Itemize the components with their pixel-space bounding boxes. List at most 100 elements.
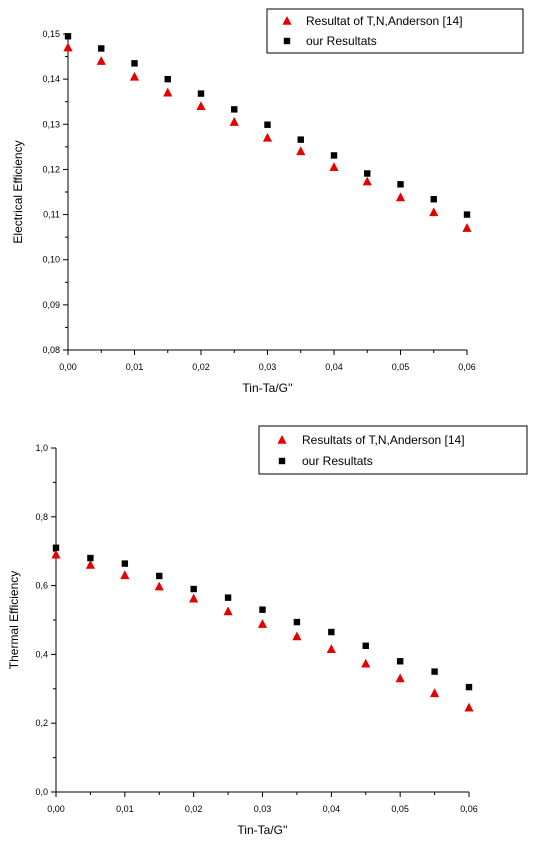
- data-point: [395, 192, 406, 202]
- data-point: [197, 90, 205, 97]
- legend-marker: [282, 16, 292, 25]
- data-point: [361, 658, 371, 668]
- legend-marker: [277, 435, 287, 444]
- x-tick-label: 0,00: [47, 804, 65, 814]
- y-tick-label: 0,2: [35, 718, 48, 728]
- data-point: [120, 570, 130, 580]
- legend-box: [266, 8, 524, 54]
- data-point: [131, 60, 138, 67]
- data-point: [262, 132, 273, 142]
- data-point: [429, 688, 440, 698]
- data-point: [462, 223, 472, 232]
- data-point: [52, 544, 60, 551]
- data-point: [196, 101, 206, 111]
- y-tick-label: 0,4: [35, 649, 48, 659]
- data-point: [156, 572, 163, 580]
- x-axis-label: Tin-Ta/G'': [237, 823, 287, 837]
- data-point: [296, 146, 306, 156]
- data-point: [326, 644, 336, 654]
- legend-label: our Resultats: [302, 454, 373, 468]
- x-tick-label: 0,04: [325, 362, 343, 372]
- y-tick-label: 0,6: [35, 581, 48, 591]
- x-tick-label: 0,00: [59, 362, 77, 372]
- data-point: [223, 606, 233, 616]
- data-point: [292, 631, 302, 641]
- data-point: [396, 658, 404, 665]
- x-tick-label: 0,06: [458, 362, 476, 372]
- x-tick-label: 0,02: [185, 804, 203, 814]
- data-point: [397, 181, 404, 188]
- data-point: [465, 683, 473, 691]
- y-tick-label: 0,14: [42, 74, 60, 84]
- data-point: [231, 106, 238, 113]
- data-point: [328, 628, 335, 636]
- y-tick-label: 1,0: [35, 443, 48, 453]
- data-point: [121, 560, 129, 567]
- x-tick-label: 0,01: [116, 804, 134, 814]
- legend: Resultat of T,N,Anderson [14] our Resulta…: [266, 8, 524, 54]
- x-tick-label: 0,05: [392, 362, 410, 372]
- data-point: [154, 581, 164, 591]
- x-tick-label: 0,01: [126, 362, 144, 372]
- data-point: [259, 606, 266, 613]
- data-point: [464, 702, 474, 712]
- y-tick-label: 0,0: [35, 787, 48, 797]
- legend-label: Resultats of T,N,Anderson [14]: [302, 433, 465, 447]
- y-tick-label: 0,12: [42, 164, 60, 174]
- data-point: [129, 71, 140, 81]
- data-point: [51, 549, 61, 559]
- y-tick-label: 0,13: [42, 119, 60, 129]
- y-axis-label: Thermal Efficiency: [7, 571, 21, 669]
- legend-label: Resultat of T,N,Anderson [14]: [306, 14, 463, 28]
- x-tick-label: 0,03: [254, 804, 272, 814]
- data-point: [64, 33, 72, 40]
- data-point: [163, 87, 173, 97]
- x-tick-label: 0,06: [460, 804, 478, 814]
- y-tick-label: 0,8: [35, 512, 48, 522]
- series-1: [63, 42, 472, 232]
- data-point: [257, 619, 268, 628]
- legend-box: [258, 425, 528, 475]
- chart-2: 0,00 0,01 0,02 0,03 0,04 0,05 0,06 0,0 0,2 0,4 0,6…: [7, 425, 528, 837]
- y-axis-label: Electrical Efficiency: [11, 140, 25, 243]
- legend-label: our Resultats: [306, 34, 377, 48]
- legend-marker: [278, 457, 286, 465]
- x-tick-label: 0,05: [391, 804, 409, 814]
- y-tick-label: 0,10: [42, 255, 60, 265]
- data-point: [189, 593, 199, 603]
- legend-marker: [283, 37, 291, 45]
- data-point: [63, 42, 73, 52]
- data-point: [293, 618, 301, 626]
- data-point: [362, 176, 372, 186]
- data-point: [224, 594, 232, 601]
- data-point: [297, 136, 304, 143]
- data-point: [190, 585, 197, 593]
- data-point: [96, 56, 106, 65]
- data-point: [329, 162, 339, 171]
- data-point: [264, 121, 271, 128]
- data-point: [429, 207, 439, 217]
- y-tick-label: 0,08: [42, 345, 60, 355]
- y-tick-label: 0,11: [43, 210, 60, 220]
- x-axis-label: Tin-Ta/G'': [242, 381, 292, 395]
- data-point: [229, 117, 239, 126]
- chart-1: 0,00 0,01 0,02 0,03 0,04 0,05 0,06 0,08 0,09 0,10…: [11, 8, 524, 395]
- x-tick-label: 0,03: [259, 362, 277, 372]
- data-point: [431, 668, 438, 675]
- data-point: [164, 75, 171, 83]
- data-point: [87, 554, 94, 562]
- data-point: [98, 45, 105, 52]
- data-point: [85, 559, 96, 569]
- series-1: [51, 549, 474, 712]
- series-2: [64, 33, 471, 218]
- y-tick-label: 0,15: [42, 29, 60, 39]
- y-tick-label: 0,09: [42, 300, 60, 310]
- x-tick-label: 0,04: [323, 804, 341, 814]
- data-point: [463, 211, 471, 218]
- data-point: [330, 152, 338, 159]
- x-tick-label: 0,02: [192, 362, 210, 372]
- data-point: [395, 673, 405, 683]
- data-point: [430, 196, 437, 203]
- data-point: [364, 170, 371, 177]
